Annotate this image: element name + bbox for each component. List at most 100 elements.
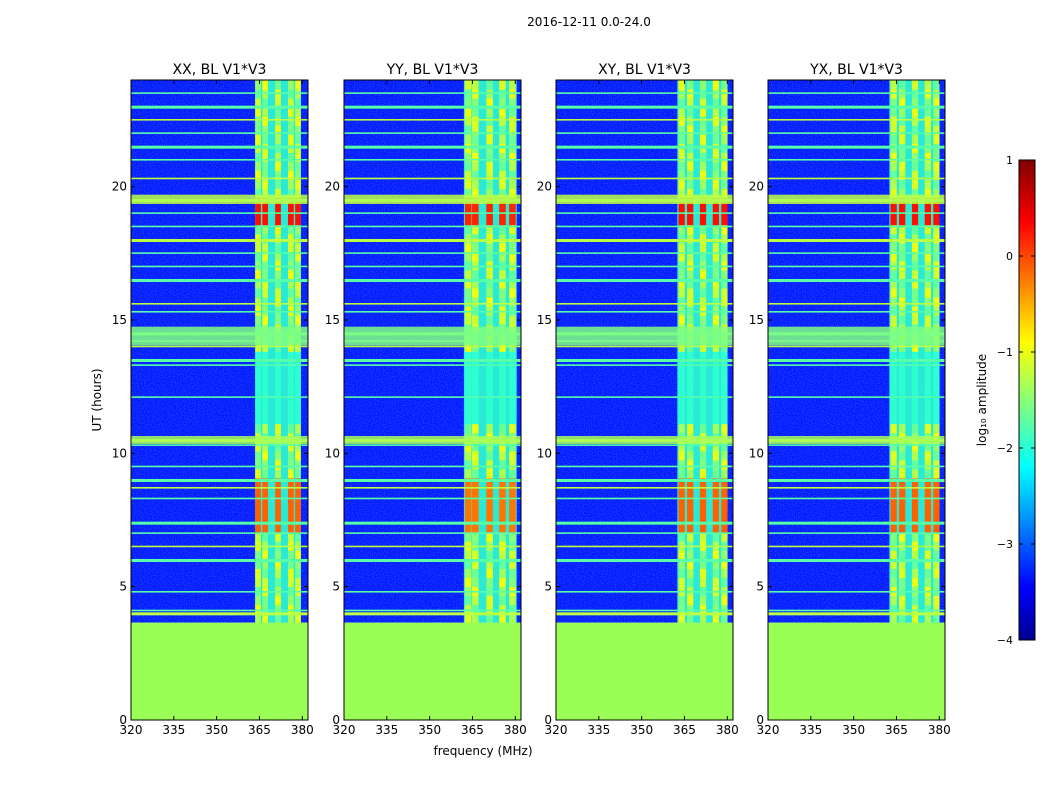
rfi-column-cell (899, 450, 906, 461)
rfi-column-cell (288, 405, 294, 416)
rfi-column-cell (678, 224, 685, 235)
y-tick-label: 5 (332, 580, 340, 594)
rfi-column-cell (499, 224, 506, 235)
rfi-column-cell (486, 206, 493, 217)
rfi-column-cell (509, 441, 516, 452)
rfi-column-cell (275, 278, 281, 289)
rfi-column-cell (275, 459, 281, 470)
rfi-column-cell (486, 278, 493, 289)
rfi-column-cell (699, 441, 707, 452)
rfi-column-cell (464, 604, 472, 615)
rfi-line (131, 396, 308, 398)
panel-title: YX, BL V1*V3 (809, 62, 903, 78)
rfi-column-cell (678, 514, 685, 524)
rfi-column-cell (911, 514, 919, 524)
panel-image (344, 80, 521, 720)
rfi-column-cell (255, 496, 261, 506)
rfi-column-cell (295, 297, 301, 307)
rfi-column-cell (899, 477, 906, 488)
rfi-line (131, 465, 308, 468)
rfi-column-cell (890, 514, 897, 524)
rfi-column-cell (699, 414, 707, 425)
rfi-column-cell (472, 242, 479, 253)
rfi-column-cell (262, 559, 269, 569)
rfi-column-cell (721, 161, 728, 171)
rfi-column-cell (721, 288, 728, 298)
x-tick-label: 350 (630, 723, 653, 737)
rfi-column-cell (262, 577, 269, 587)
rfi-column-cell (464, 477, 472, 488)
rfi-column-cell (699, 206, 707, 217)
rfi-column-cell (933, 98, 940, 108)
rfi-column-cell (472, 233, 479, 244)
rfi-column-cell (486, 179, 493, 190)
rfi-column-cell (295, 523, 301, 533)
rfi-column-cell (472, 288, 479, 298)
rfi-line (556, 177, 733, 180)
rfi-column-cell (288, 179, 294, 190)
rfi-column-cell (712, 387, 719, 398)
rfi-column-cell (678, 152, 685, 162)
rfi-column-cell (262, 152, 269, 162)
rfi-column-cell (255, 315, 261, 325)
rfi-line (768, 396, 945, 398)
y-tick-label: 0 (332, 713, 340, 727)
rfi-column-cell (275, 450, 281, 461)
x-tick-label: 320 (333, 723, 356, 737)
rfi-column-cell (678, 242, 685, 253)
rfi-column-cell (486, 459, 493, 470)
rfi-column-cell (933, 604, 940, 615)
rfi-column-cell (911, 532, 919, 542)
rfi-column-cell (687, 306, 694, 316)
rfi-column-cell (924, 134, 931, 144)
rfi-column-cell (678, 107, 685, 117)
rfi-column-cell (464, 242, 472, 253)
rfi-column-cell (721, 251, 728, 262)
rfi-line (344, 545, 521, 548)
rfi-column-cell (486, 387, 493, 398)
rfi-column-cell (255, 116, 261, 126)
rfi-column-cell (899, 577, 906, 587)
rfi-line (344, 132, 521, 134)
rfi-column-cell (924, 496, 931, 506)
rfi-column-cell (275, 107, 281, 117)
rfi-column-cell (509, 613, 516, 624)
rfi-column-cell (687, 505, 694, 515)
rfi-column-cell (486, 414, 493, 425)
rfi-column-cell (678, 288, 685, 298)
rfi-column-cell (288, 505, 294, 515)
rfi-line (556, 444, 733, 446)
rfi-column-cell (499, 260, 506, 271)
rfi-broad-band (344, 436, 521, 444)
rfi-column-cell (899, 387, 906, 398)
rfi-column-cell (275, 297, 281, 307)
rfi-column-cell (275, 468, 281, 479)
rfi-column-cell (687, 242, 694, 253)
rfi-column-cell (255, 80, 261, 90)
rfi-column-cell (712, 107, 719, 117)
rfi-column-cell (911, 288, 919, 298)
rfi-line (556, 364, 733, 366)
rfi-column-cell (933, 170, 940, 180)
rfi-column-cell (288, 224, 294, 235)
rfi-column-cell (486, 450, 493, 461)
rfi-column-cell (924, 405, 931, 416)
x-tick-label: 350 (205, 723, 228, 737)
rfi-broad-band (768, 194, 945, 204)
rfi-line (768, 239, 945, 242)
rfi-column-cell (472, 496, 479, 506)
rfi-column-cell (899, 134, 906, 144)
rfi-column-cell (699, 188, 707, 199)
rfi-line (768, 119, 945, 121)
rfi-column-cell (933, 297, 940, 307)
rfi-line (768, 532, 945, 534)
rfi-column-cell (472, 278, 479, 289)
rfi-column-cell (295, 414, 301, 425)
rfi-column-cell (288, 568, 294, 578)
rfi-column-cell (712, 260, 719, 271)
rfi-column-cell (890, 297, 897, 307)
rfi-column-cell (295, 170, 301, 180)
rfi-column-cell (924, 414, 931, 425)
rfi-column-cell (678, 260, 685, 271)
rfi-line (556, 591, 733, 593)
